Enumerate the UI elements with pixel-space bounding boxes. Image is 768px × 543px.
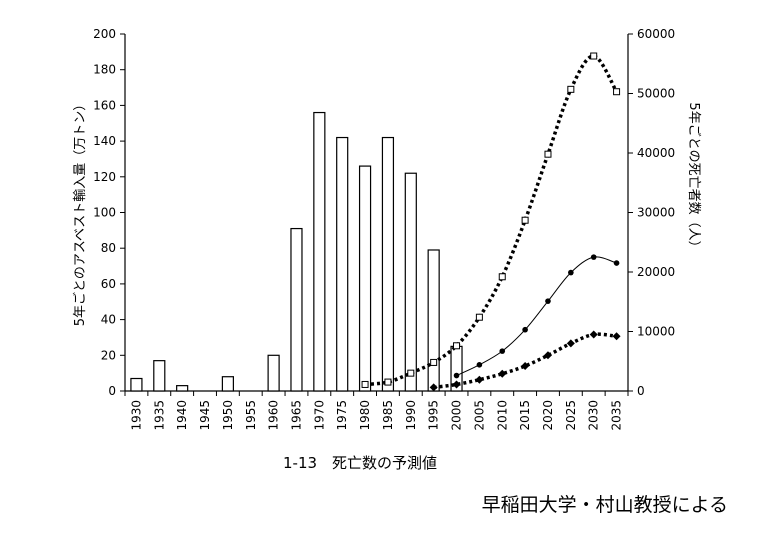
series-2-point-2035 (613, 260, 620, 266)
series-3-point-2025 (566, 339, 575, 348)
bar-1950 (221, 376, 234, 392)
left-axis-tick-label: 0 (108, 384, 116, 398)
x-axis-tick-label: 1975 (335, 400, 349, 431)
left-axis-tick-label: 140 (93, 134, 116, 148)
x-axis-tick-label: 1945 (198, 400, 212, 431)
x-axis-tick-label: 2000 (450, 400, 464, 431)
x-axis-tick-label: 2025 (564, 400, 578, 431)
series-2-point-2000 (453, 372, 460, 379)
left-axis-tick-label: 120 (93, 170, 116, 184)
series-3-point-2015 (521, 362, 530, 371)
left-axis-tick-label: 20 (101, 348, 116, 362)
series-1-point-2005 (475, 313, 483, 321)
left-axis-tick-label: 100 (93, 206, 116, 220)
series-1-point-1985 (384, 378, 392, 386)
series-2-point-2025 (568, 269, 574, 276)
x-axis-tick-label: 2005 (472, 400, 486, 431)
series-1-point-2015 (521, 216, 529, 224)
right-axis-title: 5年ごとの死亡者数（人） (686, 102, 702, 253)
x-axis-tick-label: 2020 (541, 400, 555, 431)
series-1-point-2010 (498, 273, 506, 281)
left-axis-tick-label: 200 (93, 27, 116, 41)
bar-1985 (381, 136, 395, 392)
left-axis-title: 5年ごとのアスベスト輸入量（万トン） (72, 98, 88, 327)
x-axis-tick-label: 1995 (427, 400, 441, 431)
x-axis-tick-label: 1965 (289, 400, 303, 431)
series-1-point-1980 (361, 380, 369, 388)
left-axis-tick-label: 60 (101, 277, 116, 291)
series-3-point-2000 (452, 380, 461, 389)
series-1-point-2030 (590, 52, 598, 60)
chart-caption: 1-13 死亡数の予測値 (283, 454, 438, 472)
right-axis-tick-label: 0 (637, 384, 645, 398)
bar-1995 (427, 249, 440, 392)
series-1-point-2000 (453, 342, 461, 350)
left-axis-tick-label: 40 (101, 313, 116, 327)
x-axis-tick-label: 1980 (358, 400, 372, 431)
right-axis-tick-label: 60000 (637, 27, 675, 41)
x-axis-tick-label: 1970 (312, 400, 326, 431)
bar-1990 (404, 172, 417, 392)
bar-1980 (358, 165, 372, 392)
series-3-point-2005 (475, 375, 484, 384)
series-1-point-1995 (430, 358, 438, 366)
x-axis-tick-label: 1985 (381, 400, 395, 431)
left-axis-tick-label: 180 (93, 63, 116, 77)
x-axis-tick-label: 1935 (152, 400, 166, 431)
series-2-point-2010 (499, 348, 506, 354)
series-2-point-2030 (590, 254, 597, 260)
series-2-point-2005 (476, 362, 483, 368)
right-axis-tick-label: 10000 (637, 325, 675, 339)
bar-1935 (153, 360, 166, 392)
series-2-point-2020 (545, 298, 551, 304)
series-1-line (364, 54, 619, 387)
series-3-point-2020 (543, 351, 552, 360)
series-3-point-2035 (612, 332, 621, 341)
bar-1960 (267, 354, 280, 392)
x-axis-tick-label: 2030 (587, 400, 601, 431)
x-axis-tick-label: 1955 (244, 400, 258, 431)
right-axis-tick-label: 50000 (637, 87, 675, 101)
bar-1970 (313, 111, 326, 392)
right-axis-tick-label: 20000 (637, 265, 675, 279)
bar-1930 (130, 377, 143, 392)
bar-1940 (176, 385, 189, 392)
x-axis-tick-label: 2015 (518, 400, 532, 431)
series-3-point-2030 (589, 330, 598, 339)
series-1-point-2035 (613, 88, 621, 96)
right-axis-tick-label: 40000 (637, 146, 675, 160)
left-axis-tick-label: 80 (101, 241, 116, 255)
x-axis-tick-label: 1950 (221, 400, 235, 431)
series-2-point-2015 (522, 326, 528, 333)
x-axis-tick-label: 2010 (495, 400, 509, 431)
bar-1975 (336, 136, 349, 392)
series-3-point-2010 (498, 369, 507, 378)
series-3-line (433, 332, 617, 390)
credit-text: 早稲田大学・村山教授による (481, 494, 728, 516)
right-axis-tick-label: 30000 (637, 206, 675, 220)
left-axis-tick-label: 160 (93, 98, 116, 112)
bar-1965 (290, 227, 303, 392)
x-axis-tick-label: 1990 (404, 400, 418, 431)
x-axis-tick-label: 1940 (175, 400, 189, 431)
series-1-point-2025 (567, 85, 575, 93)
x-axis-tick-label: 1930 (129, 400, 143, 431)
x-axis-tick-label: 1960 (267, 400, 281, 431)
series-1-point-1990 (407, 369, 415, 377)
series-1-point-2020 (544, 150, 552, 158)
series-3-point-1995 (429, 383, 438, 392)
x-axis-tick-label: 2035 (610, 400, 624, 431)
